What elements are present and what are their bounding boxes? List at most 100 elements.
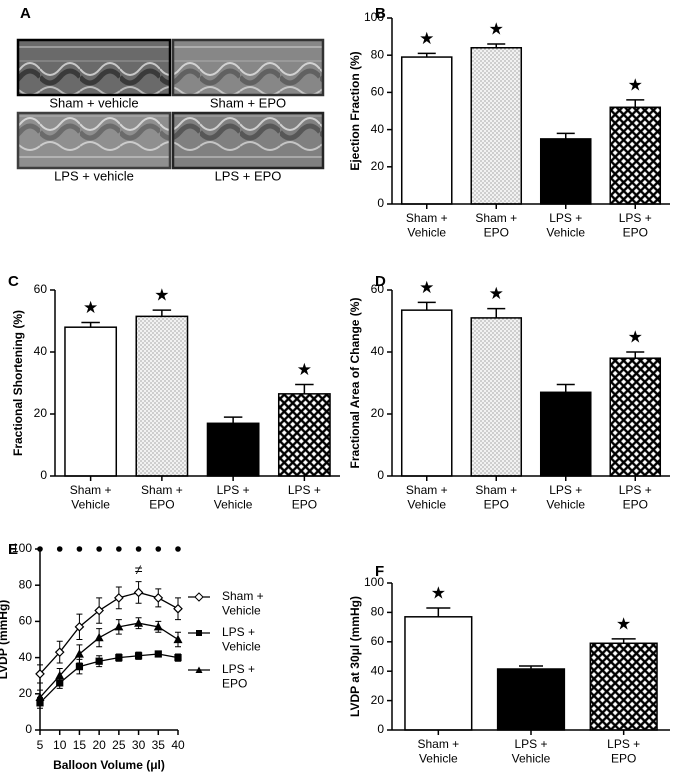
y-tick-label: 0 (377, 196, 384, 210)
bar (496, 668, 566, 731)
y-tick-label: 80 (371, 47, 385, 61)
point (173, 603, 183, 614)
y-tick-label: 60 (371, 85, 385, 99)
y-axis-label: LVDP at 30μl (mmHg) (348, 596, 362, 717)
bar (609, 106, 662, 205)
x-tick-label: 25 (112, 738, 126, 752)
panel-label: E (8, 541, 18, 558)
point (154, 650, 162, 658)
point (114, 622, 124, 631)
significance-dot (135, 546, 142, 552)
legend-marker (194, 592, 204, 602)
panel-label: A (20, 5, 31, 22)
significance-dot (56, 546, 63, 552)
error-bar (426, 607, 451, 617)
point (75, 663, 84, 671)
significance-star: ★ (628, 75, 643, 94)
y-tick-label: 80 (19, 577, 33, 591)
panel-label: D (375, 273, 386, 290)
x-tick-label: Sham + Vehicle (406, 483, 448, 511)
error-bar (295, 383, 314, 394)
significance-dot (155, 546, 162, 552)
y-tick-label: 100 (364, 575, 384, 589)
bar (609, 357, 662, 477)
point (54, 647, 65, 658)
image-label: LPS + vehicle (54, 168, 134, 183)
echo-image (171, 38, 325, 97)
significance-star: ★ (419, 278, 434, 297)
bar (135, 315, 189, 477)
point (94, 632, 104, 642)
bar (539, 391, 592, 477)
y-tick-label: 40 (19, 650, 33, 664)
y-tick-label: 20 (19, 686, 33, 700)
panel-label: B (375, 5, 386, 22)
y-axis-label: Fractional Area of Change (%) (348, 298, 362, 469)
bar (404, 616, 473, 731)
significance-dot (175, 546, 181, 552)
point (55, 670, 65, 680)
y-tick-label: 60 (19, 614, 33, 628)
x-tick-label: LPS + Vehicle (512, 737, 551, 765)
significance-dot (37, 546, 43, 552)
panel-label: F (375, 563, 384, 580)
error-bar (556, 132, 575, 139)
echo-image (171, 111, 325, 170)
legend-marker (196, 630, 202, 636)
y-tick-label: 60 (34, 282, 48, 296)
error-bar (152, 309, 172, 317)
y-tick-label: 20 (34, 406, 48, 420)
y-tick-label: 40 (371, 663, 385, 677)
significance-star: ★ (489, 284, 504, 303)
legend-label: Sham + Vehicle (222, 589, 264, 617)
error-bar (626, 99, 645, 108)
x-tick-label: LPS + Vehicle (214, 483, 253, 511)
point (114, 593, 124, 603)
legend-label: LPS + Vehicle (222, 625, 261, 653)
significance-star: ★ (431, 583, 446, 602)
y-tick-label: 40 (371, 122, 385, 136)
y-tick-label: 100 (364, 10, 384, 24)
image-label: Sham + EPO (210, 95, 286, 110)
y-tick-label: 0 (377, 722, 384, 736)
point (94, 605, 104, 616)
annotation: ≠ (135, 561, 143, 577)
x-tick-label: 10 (53, 738, 67, 752)
point (134, 618, 144, 627)
y-tick-label: 0 (40, 468, 47, 482)
significance-dot (116, 546, 122, 552)
y-tick-label: 40 (371, 344, 385, 358)
y-tick-label: 20 (371, 159, 385, 173)
x-axis-label: Balloon Volume (μl) (53, 758, 165, 772)
error-bar (223, 416, 243, 424)
bar (400, 309, 453, 477)
point (174, 653, 182, 662)
x-tick-label: Sham + Vehicle (406, 211, 448, 239)
point (74, 649, 84, 658)
bar (539, 138, 592, 205)
error-bar (417, 301, 436, 311)
significance-star: ★ (616, 614, 631, 633)
y-tick-label: 20 (371, 693, 385, 707)
panel-label: C (8, 273, 19, 290)
x-tick-label: LPS + Vehicle (546, 483, 585, 511)
y-tick-label: 20 (371, 406, 385, 420)
point (35, 669, 45, 679)
x-tick-label: 40 (171, 738, 185, 752)
significance-star: ★ (154, 286, 169, 305)
x-tick-label: Sham + Vehicle (417, 737, 459, 765)
x-tick-label: LPS + Vehicle (546, 211, 585, 239)
y-tick-label: 80 (371, 605, 385, 619)
error-bar (556, 383, 575, 393)
significance-star: ★ (83, 298, 98, 317)
echo-image (16, 38, 172, 97)
x-tick-label: 15 (73, 738, 87, 752)
point (173, 634, 183, 644)
point (74, 621, 85, 632)
point (133, 587, 144, 598)
point (153, 593, 164, 603)
significance-dot (76, 546, 83, 552)
legend-marker (195, 666, 203, 673)
error-bar (81, 321, 100, 328)
